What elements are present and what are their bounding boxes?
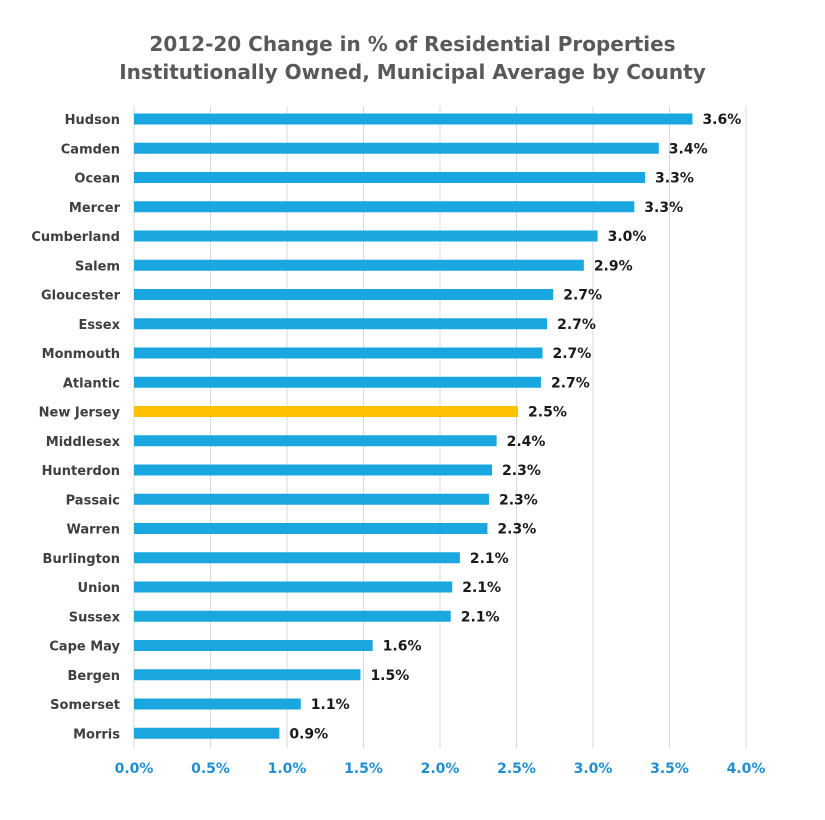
x-tick-label: 1.0% xyxy=(268,761,307,777)
category-label: Hunterdon xyxy=(42,464,120,479)
category-label: Sussex xyxy=(69,610,121,625)
category-label: Bergen xyxy=(67,669,120,684)
data-label: 0.9% xyxy=(289,726,328,742)
bar xyxy=(134,640,373,651)
data-label: 2.3% xyxy=(499,492,538,508)
data-label: 2.3% xyxy=(497,522,536,538)
bar xyxy=(134,376,541,388)
category-label: Somerset xyxy=(50,698,120,713)
data-label: 3.3% xyxy=(655,171,694,187)
category-label: Mercer xyxy=(69,201,121,216)
chart-title-line-1: 2012-20 Change in % of Residential Prope… xyxy=(149,32,676,56)
bar xyxy=(134,172,646,183)
category-label: Warren xyxy=(66,523,120,538)
bar xyxy=(134,610,451,622)
bar xyxy=(134,259,584,271)
category-label: Ocean xyxy=(74,172,120,187)
x-tick-label: 0.0% xyxy=(115,761,154,777)
bar xyxy=(134,698,301,710)
bar xyxy=(134,523,488,534)
data-label: 3.0% xyxy=(608,229,647,245)
bar xyxy=(134,552,460,564)
category-label: Cape May xyxy=(49,640,120,655)
category-label: New Jersey xyxy=(39,406,121,421)
data-label: 2.7% xyxy=(557,317,596,333)
bar xyxy=(134,347,543,359)
data-label: 2.5% xyxy=(528,405,567,421)
x-tick-label: 0.5% xyxy=(191,761,230,777)
bar xyxy=(134,289,554,300)
category-label: Camden xyxy=(61,142,120,157)
data-label: 1.6% xyxy=(383,639,422,655)
bar xyxy=(134,669,361,681)
bar xyxy=(134,113,693,125)
category-label: Middlesex xyxy=(46,435,121,450)
category-label: Essex xyxy=(78,318,120,333)
category-label: Morris xyxy=(73,727,120,742)
category-label: Atlantic xyxy=(63,376,120,391)
x-tick-label: 3.5% xyxy=(650,761,689,777)
data-label: 2.7% xyxy=(563,288,602,304)
bar xyxy=(134,230,598,242)
data-label: 2.3% xyxy=(502,463,541,479)
category-label: Gloucester xyxy=(41,289,121,304)
chart-title: 2012-20 Change in % of Residential Prope… xyxy=(0,30,825,86)
bar xyxy=(134,435,497,447)
data-label: 1.1% xyxy=(311,697,350,713)
data-label: 2.7% xyxy=(553,346,592,362)
bar xyxy=(134,727,280,739)
chart-title-line-2: Institutionally Owned, Municipal Average… xyxy=(119,60,706,84)
bar xyxy=(134,464,493,476)
bar xyxy=(134,142,659,154)
category-label: Monmouth xyxy=(42,347,120,362)
category-label: Union xyxy=(78,581,120,596)
x-tick-label: 2.0% xyxy=(421,761,460,777)
data-label: 2.1% xyxy=(461,609,500,625)
category-label: Burlington xyxy=(43,552,120,567)
bar xyxy=(134,201,635,213)
bar xyxy=(134,581,453,593)
data-label: 2.1% xyxy=(470,551,509,567)
data-label: 2.1% xyxy=(462,580,501,596)
x-tick-label: 2.5% xyxy=(497,761,536,777)
x-tick-label: 4.0% xyxy=(727,761,766,777)
x-tick-label: 3.0% xyxy=(574,761,613,777)
bar-highlight xyxy=(134,406,519,417)
data-label: 2.9% xyxy=(594,258,633,274)
data-label: 3.4% xyxy=(669,141,708,157)
category-label: Salem xyxy=(75,259,120,274)
data-label: 2.7% xyxy=(551,375,590,391)
data-label: 2.4% xyxy=(507,434,546,450)
category-label: Hudson xyxy=(65,113,120,128)
data-label: 3.3% xyxy=(644,200,683,216)
data-label: 1.5% xyxy=(370,668,409,684)
category-label: Cumberland xyxy=(31,230,120,245)
bar xyxy=(134,318,548,330)
category-label: Passaic xyxy=(66,493,120,508)
bar xyxy=(134,493,489,505)
x-tick-label: 1.5% xyxy=(344,761,383,777)
data-label: 3.6% xyxy=(702,112,741,128)
